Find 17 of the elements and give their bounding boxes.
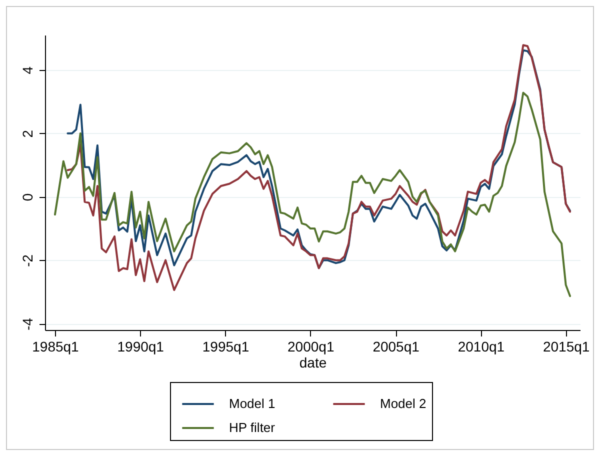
y-tick-label: -4 [20,318,36,330]
x-tick-label: 1985q1 [32,338,80,354]
legend-label: Model 1 [229,396,276,411]
y-tick-label: 4 [20,66,36,74]
legend-label: HP filter [229,420,276,435]
y-tick-label: -2 [20,254,36,267]
line-series [54,92,572,298]
x-tick-label: 1995q1 [202,338,250,354]
y-tick-label: 2 [20,130,36,138]
x-tick-label: 1990q1 [117,338,164,354]
legend-label: Model 2 [380,396,426,411]
x-tick-label: 2000q1 [288,338,334,354]
x-tick-label: 2015q1 [542,338,590,354]
x-axis-title: date [299,354,327,370]
x-tick-label: 2010q1 [458,338,505,354]
x-tick-label: 2005q1 [372,338,420,354]
y-tick-label: 0 [20,193,36,202]
